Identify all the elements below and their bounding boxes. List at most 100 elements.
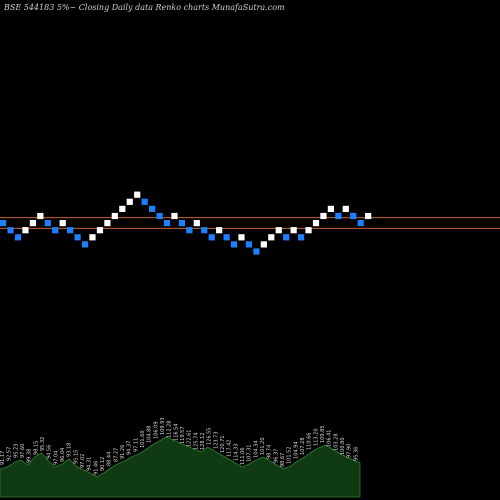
volume-label: 98.15 — [33, 441, 39, 455]
volume-label: 117.42 — [227, 440, 233, 458]
renko-brick-up — [275, 227, 282, 234]
volume-label: 120.71 — [220, 436, 226, 454]
renko-brick-up — [268, 234, 275, 241]
volume-label: 93.18 — [67, 443, 73, 457]
volume-label: 97.11 — [133, 438, 139, 452]
renko-brick-down — [7, 227, 14, 234]
volume-label: 94.31 — [87, 457, 93, 471]
renko-brick-down — [350, 212, 357, 220]
renko-brick-down — [44, 220, 51, 227]
volume-label: 91.17 — [0, 451, 6, 465]
renko-brick-down — [74, 234, 81, 241]
renko-brick-down — [52, 227, 59, 234]
renko-brick-up — [96, 227, 104, 234]
volume-label: 101.60 — [140, 431, 146, 449]
renko-brick-up — [59, 220, 66, 227]
renko-brick-down — [208, 234, 215, 241]
renko-brick-up — [22, 227, 29, 234]
volume-area — [0, 436, 361, 498]
volume-label: 97.60 — [20, 444, 26, 458]
volume-label: 94.37 — [127, 441, 133, 455]
renko-brick-down — [223, 234, 230, 241]
volume-label: 113.20 — [313, 428, 319, 446]
renko-brick-up — [260, 241, 267, 248]
volume-label: 97.02 — [80, 454, 86, 468]
volume-label: 103.28 — [333, 433, 339, 451]
renko-brick-down — [201, 227, 208, 234]
volume-label: 95.32 — [40, 437, 46, 451]
renko-brick-down — [163, 220, 171, 227]
volume-label: 95.15 — [73, 450, 79, 464]
renko-brick-down — [283, 234, 290, 241]
volume-label: 91.26 — [120, 445, 126, 459]
renko-brick-down — [230, 241, 238, 248]
renko-brick-up — [305, 227, 312, 234]
volume-label: 98.67 — [280, 453, 286, 467]
renko-brick-up — [104, 220, 111, 227]
volume-label: 96.04 — [60, 448, 66, 462]
volume-label: 98.74 — [267, 445, 273, 459]
volume-label: 109.93 — [160, 418, 166, 436]
volume-label: 122.61 — [187, 430, 193, 448]
volume-label: 107.28 — [300, 438, 306, 456]
volume-label: 107.31 — [247, 445, 253, 463]
volume-label: 96.37 — [273, 449, 279, 463]
volume-label: 123.73 — [213, 431, 219, 449]
renko-brick-up — [320, 212, 327, 220]
volume-label: 95.23 — [13, 444, 19, 458]
renko-brick-down — [67, 227, 74, 234]
renko-brick-down — [0, 220, 7, 227]
volume-label: 110.66 — [307, 433, 313, 451]
volume-label: 90.12 — [100, 457, 106, 471]
renko-brick-up — [126, 198, 133, 205]
renko-brick-down — [156, 212, 163, 220]
renko-brick-down — [178, 220, 185, 227]
volume-label: 87.27 — [113, 448, 119, 462]
volume-label: 101.52 — [287, 447, 293, 465]
renko-brick-up — [342, 205, 349, 212]
volume-label: 112.28 — [167, 421, 173, 439]
volume-label: 114.33 — [233, 443, 239, 461]
renko-brick-down — [357, 220, 364, 227]
volume-label: 104.94 — [293, 441, 299, 459]
renko-brick-down — [14, 234, 22, 241]
renko-brick-down — [81, 241, 89, 248]
volume-label: 97.04 — [53, 451, 59, 465]
renko-brick-down — [141, 198, 148, 205]
volume-label: 95.36 — [353, 447, 359, 461]
renko-brick-up — [238, 234, 245, 241]
volume-label: 104.88 — [147, 426, 153, 444]
volume-label: 94.56 — [47, 445, 53, 459]
renko-brick-up — [312, 220, 320, 227]
renko-brick-up — [171, 212, 178, 220]
renko-brick-up — [89, 234, 96, 241]
renko-brick-down — [245, 241, 253, 248]
renko-brick-up — [29, 220, 36, 227]
volume-label: 125.74 — [193, 432, 199, 450]
volume-label: 111.06 — [240, 448, 246, 466]
volume-label: 88.44 — [107, 452, 113, 466]
volume-label: 116.54 — [173, 423, 179, 441]
volume-label: 106.09 — [153, 421, 159, 439]
volume-label: 128.12 — [200, 433, 206, 451]
renko-brick-up — [365, 212, 372, 220]
renko-brick-down — [253, 248, 260, 255]
volume-label: 100.80 — [340, 438, 346, 456]
volume-label: 99.38 — [27, 449, 33, 463]
chart-title: BSE 544183 5%~ Closing Daily data Renko … — [4, 3, 285, 12]
renko-brick-down — [186, 227, 193, 234]
renko-brick-up — [119, 205, 126, 212]
volume-label: 104.34 — [253, 440, 259, 458]
renko-brick-up — [290, 227, 297, 234]
renko-brick-up — [193, 220, 200, 227]
renko-brick-up — [134, 191, 141, 198]
renko-brick-up — [216, 227, 223, 234]
volume-label: 97.90 — [347, 444, 353, 458]
volume-label: 109.85 — [320, 426, 326, 444]
renko-brick-down — [149, 205, 156, 212]
renko-brick-up — [37, 212, 44, 220]
volume-label: 126.55 — [207, 428, 213, 446]
renko-brick-down — [335, 212, 342, 220]
